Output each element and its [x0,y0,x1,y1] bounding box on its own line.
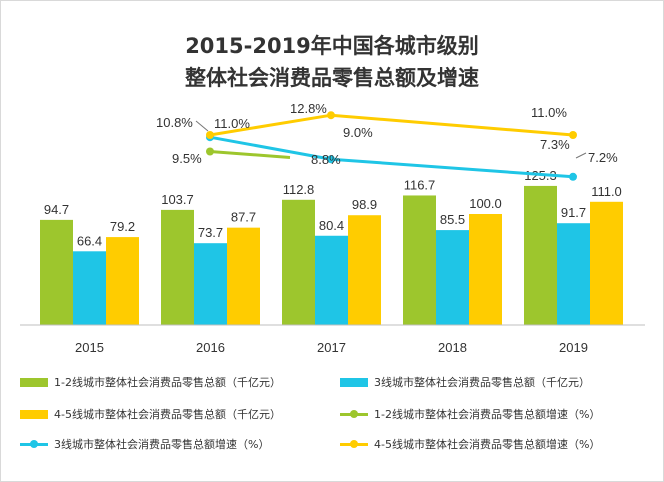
legend-item: 4-5线城市整体社会消费品零售总额增速（%） [340,434,600,454]
bar [315,235,348,325]
bar-value-label: 98.9 [352,197,377,212]
bar [590,201,623,325]
x-tick-label: 2015 [75,340,104,355]
growth-point [569,131,577,139]
bar [194,243,227,325]
legend-item: 4-5线城市整体社会消费品零售总额（千亿元） [20,404,281,424]
legend-label: 1-2线城市整体社会消费品零售总额（千亿元） [54,376,281,389]
bar-value-label: 79.2 [110,219,135,234]
growth-point [206,131,214,139]
bar [161,209,194,325]
bar-value-label: 103.7 [161,192,194,207]
legend: 1-2线城市整体社会消费品零售总额（千亿元） 3线城市整体社会消费品零售总额（千亿… [20,370,650,470]
line-value-label: 9.5% [172,151,202,166]
legend-label: 3线城市整体社会消费品零售总额增速（%） [54,438,270,451]
label-leader-line [195,120,209,132]
bar [282,199,315,325]
bar-value-label: 94.7 [44,202,69,217]
bar-value-label: 66.4 [77,233,102,248]
bar [469,214,502,325]
bar [40,219,73,325]
growth-point [569,172,577,181]
label-leader-line [575,152,587,159]
legend-item: 3线城市整体社会消费品零售总额增速（%） [20,434,269,454]
bar [348,215,381,325]
bar-value-label: 116.7 [404,177,436,192]
line-value-label: 8.8% [311,152,341,167]
x-tick-label: 2019 [559,340,588,355]
legend-label: 4-5线城市整体社会消费品零售总额（千亿元） [54,408,281,421]
legend-label: 3线城市整体社会消费品零售总额（千亿元） [374,376,590,389]
bar [73,251,106,325]
line-value-label: 12.8% [290,101,327,116]
legend-item: 3线城市整体社会消费品零售总额（千亿元） [340,372,590,392]
legend-item: 1-2线城市整体社会消费品零售总额增速（%） [340,404,600,424]
bar-value-label: 111.0 [591,184,622,199]
x-tick-label: 2018 [438,340,467,355]
bar-value-label: 100.0 [469,196,502,211]
bar [524,185,557,325]
legend-swatch [340,409,368,419]
bar-value-label: 91.7 [561,205,586,220]
line-value-label: 11.0% [531,105,567,120]
bar [557,223,590,325]
x-tick-label: 2016 [196,340,225,355]
growth-point [327,155,335,164]
legend-swatch [340,377,368,387]
bar [106,237,139,325]
growth-point [327,111,335,120]
line-value-label: 7.2% [588,150,618,165]
line-value-label: 10.8% [156,115,193,130]
bar-value-label: 85.5 [440,212,465,227]
bar [227,227,260,325]
legend-swatch [20,439,48,449]
line-value-label: 11.0% [214,116,250,131]
legend-label: 4-5线城市整体社会消费品零售总额增速（%） [374,438,601,451]
bar [403,195,436,325]
x-tick-label: 2017 [317,340,346,355]
line-value-label: 9.0% [343,125,373,140]
legend-swatch [20,409,48,419]
bar [436,230,469,325]
bar-value-label: 73.7 [198,225,223,240]
legend-swatch [340,439,368,449]
chart-title-line-1: 2015-2019年中国各城市级别 [185,34,479,58]
legend-item: 1-2线城市整体社会消费品零售总额（千亿元） [20,372,281,392]
growth-line [209,150,291,159]
bar-value-label: 87.7 [231,210,256,225]
legend-swatch [20,377,48,387]
legend-label: 1-2线城市整体社会消费品零售总额增速（%） [374,408,601,421]
line-value-label: 7.3% [540,137,570,152]
chart-title-line-2: 整体社会消费品零售总额及增速 [185,66,479,90]
growth-line [209,113,574,137]
bar-value-label: 112.8 [283,182,315,197]
bar-value-label: 80.4 [319,218,344,233]
